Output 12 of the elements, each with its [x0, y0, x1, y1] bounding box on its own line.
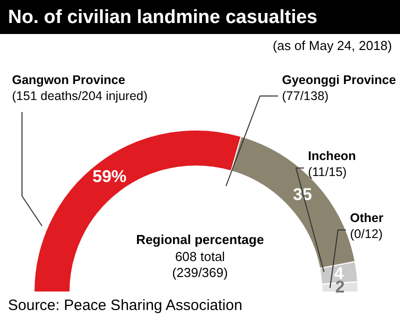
- data-label: 59%: [92, 166, 127, 186]
- data-label: 2: [335, 277, 345, 296]
- text: 608 total: [175, 249, 226, 264]
- source-note: Source: Peace Sharing Association: [8, 297, 242, 314]
- slice-label: Gangwon Province (151 deaths/204 injured): [12, 73, 148, 103]
- text: Regional percentage: [136, 232, 264, 247]
- chart-title: No. of civilian landmine casualties: [8, 7, 318, 28]
- slice-label: Incheon (11/15): [308, 149, 356, 179]
- slice-label: Other (0/12): [350, 211, 384, 241]
- slice-label: Gyeonggi Province (77/138): [282, 73, 396, 103]
- text: (239/369): [172, 265, 228, 280]
- chart-subtitle: (as of May 24, 2018): [272, 38, 392, 53]
